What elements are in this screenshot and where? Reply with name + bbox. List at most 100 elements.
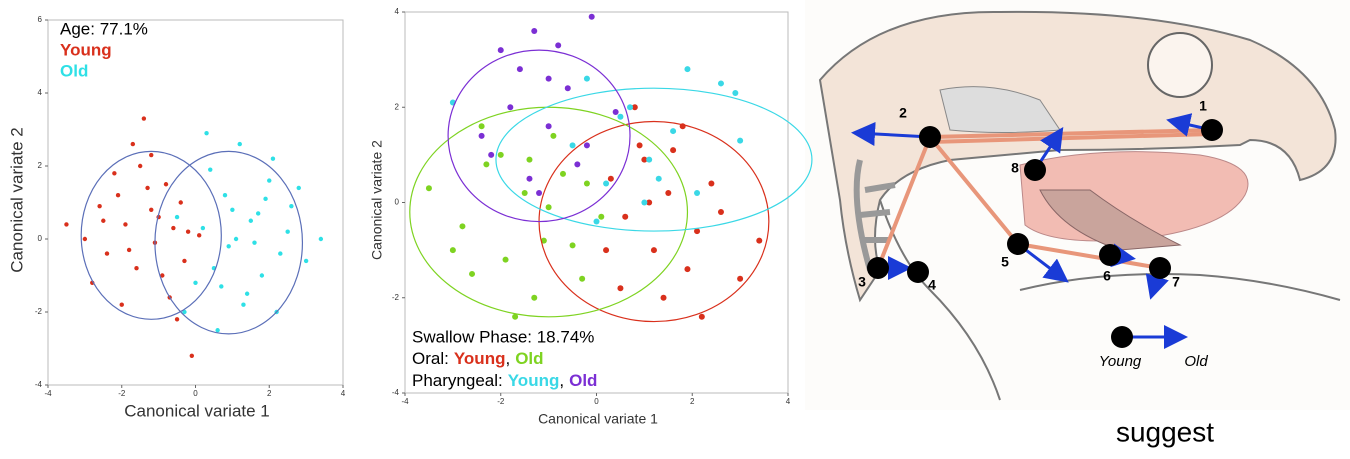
node	[907, 261, 929, 283]
node-labels: 1 2 3 4 5 6 7 8	[858, 98, 1207, 293]
point	[540, 237, 547, 244]
point	[115, 193, 121, 198]
point	[564, 85, 571, 92]
node	[1201, 119, 1223, 141]
point	[545, 123, 552, 130]
point	[545, 75, 552, 82]
y-tick-label: -2	[392, 293, 400, 302]
point	[497, 151, 504, 158]
confidence-ellipse	[409, 106, 689, 318]
legend-row: Oral: Young, Old	[412, 349, 544, 368]
node	[1007, 233, 1029, 255]
point	[622, 213, 629, 220]
point	[469, 270, 476, 277]
point	[545, 204, 552, 211]
point	[255, 211, 261, 216]
y-tick-label: 6	[38, 15, 43, 24]
point	[174, 317, 180, 322]
point	[569, 142, 576, 149]
x-tick-label: 0	[594, 397, 599, 406]
legend-entry: Young	[454, 349, 506, 368]
point	[303, 258, 309, 264]
point	[684, 266, 691, 273]
y-tick-label: -2	[35, 307, 43, 316]
point	[259, 273, 265, 278]
y-axis-label: Canonical variate 2	[7, 127, 26, 273]
point	[617, 113, 624, 120]
point	[222, 193, 228, 198]
x-tick-label: 2	[267, 389, 272, 398]
point	[694, 228, 701, 235]
legend-young: Young	[1099, 353, 1142, 370]
confidence-ellipse	[495, 87, 813, 232]
point	[531, 294, 538, 301]
point	[655, 175, 662, 182]
node-label: 2	[899, 105, 907, 121]
point	[550, 132, 557, 139]
point	[497, 47, 504, 54]
x-axis-label: Canonical variate 1	[124, 401, 270, 420]
node-label: 4	[928, 277, 936, 293]
point	[665, 189, 672, 196]
point	[82, 236, 88, 242]
x-tick-label: -4	[401, 397, 409, 406]
y-tick-label: -4	[35, 380, 43, 389]
point	[459, 223, 466, 230]
y-axis-label: Canonical variate 2	[369, 140, 385, 260]
point	[646, 156, 653, 163]
point	[182, 309, 187, 315]
point	[521, 189, 528, 196]
point	[163, 182, 169, 187]
x-tick-label: -4	[44, 389, 52, 398]
point	[189, 353, 195, 358]
node	[867, 257, 889, 279]
point	[636, 142, 643, 149]
point	[478, 123, 485, 130]
chart: -4 -2 0 2 4 -4 -2 0 2 4 6 Canonical variate 1 Canoni…	[7, 15, 345, 420]
muscle-line	[876, 128, 1213, 270]
point	[717, 80, 724, 87]
point	[270, 156, 276, 161]
point	[502, 256, 509, 263]
point	[233, 236, 239, 242]
node	[1024, 159, 1046, 181]
annotation: Age: 77.1%	[60, 19, 148, 38]
point	[574, 161, 581, 168]
point	[248, 218, 254, 223]
point	[97, 203, 102, 209]
point	[318, 236, 324, 242]
y-tick-label: 4	[38, 88, 43, 97]
nodes	[867, 119, 1223, 348]
point	[112, 171, 117, 176]
point	[694, 189, 701, 196]
node-label: 8	[1011, 160, 1019, 176]
point	[215, 328, 220, 333]
point	[219, 284, 224, 289]
point	[756, 237, 763, 244]
point	[296, 185, 301, 191]
legend-entry: Young	[508, 371, 560, 390]
point	[119, 302, 124, 307]
point	[660, 294, 667, 301]
node-label: 3	[858, 274, 866, 290]
point	[536, 189, 543, 196]
point	[123, 222, 128, 227]
point	[226, 244, 231, 249]
confidence-ellipse	[154, 150, 304, 335]
point	[101, 218, 106, 223]
point	[583, 75, 590, 82]
point	[200, 225, 206, 231]
x-axis-label: Canonical variate 1	[538, 411, 658, 427]
point	[237, 141, 242, 147]
anatomy-diagram: 1 2 3 4 5 6 7 8 Young Old	[805, 0, 1350, 410]
point	[670, 147, 677, 154]
point	[244, 291, 250, 296]
legend-group-label: Pharyngeal:	[412, 371, 503, 390]
y-tick-label: 2	[395, 102, 400, 111]
point	[64, 222, 69, 227]
point	[737, 275, 744, 282]
point	[612, 109, 619, 116]
point	[650, 247, 657, 254]
point	[737, 137, 744, 144]
